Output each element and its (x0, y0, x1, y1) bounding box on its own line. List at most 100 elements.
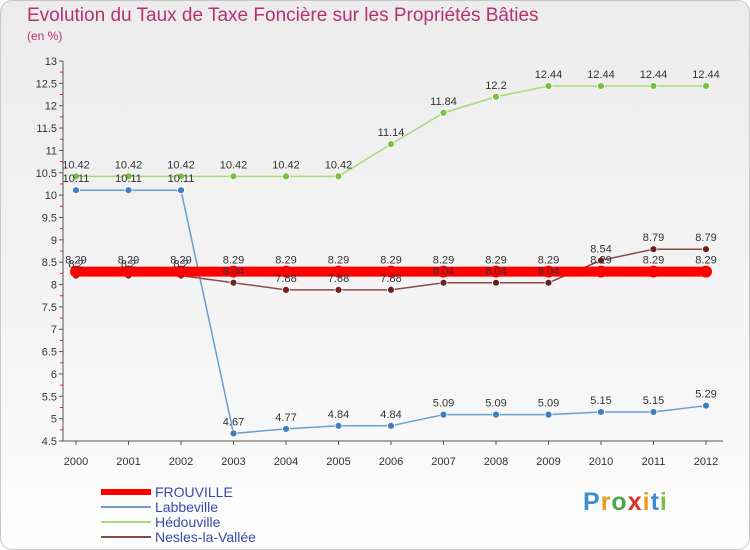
y-tick-label: 13 (45, 56, 57, 68)
point-labbeville (702, 401, 710, 410)
point-h-douville (597, 82, 605, 90)
data-label-frouville: 8.29 (643, 255, 664, 267)
data-label-labbeville: 5.09 (485, 398, 506, 410)
y-tick-label: 9.5 (42, 212, 57, 224)
point-h-douville (282, 172, 290, 181)
legend-label: FROUVILLE (155, 484, 233, 500)
data-label-h-douville: 10.42 (62, 159, 90, 171)
x-tick-label: 2005 (326, 456, 350, 468)
y-tick-label: 5.5 (42, 391, 57, 403)
point-h-douville (702, 82, 710, 90)
point-labbeville (334, 421, 343, 430)
data-labels: 10.11 10.11 10.11 4.67 4.77 4.84 4.84 5.09 5.09 5… (62, 69, 720, 428)
legend-swatch (101, 489, 151, 495)
logo-letter: x (627, 488, 643, 516)
point-labbeville (229, 429, 238, 438)
y-tick-label: 9 (51, 235, 57, 247)
x-tick-label: 2009 (536, 456, 560, 468)
data-label-labbeville: 10.11 (63, 173, 90, 185)
data-label-h-douville: 12.44 (535, 69, 563, 81)
point-h-douville (492, 92, 500, 101)
x-tick-label: 2001 (116, 456, 140, 468)
point-frouville (175, 265, 187, 278)
point-nesles-la-vall-e (492, 278, 500, 287)
logo-letter: r (600, 488, 612, 516)
legend-swatch (101, 536, 151, 538)
point-labbeville (177, 186, 185, 195)
data-label-h-douville: 10.42 (272, 159, 300, 171)
data-label-nesles-la-vall-e: 7.88 (380, 273, 401, 285)
data-label-frouville: 8.29 (695, 255, 716, 267)
y-tick-label: 6 (51, 369, 57, 381)
y-tick-label: 7 (51, 324, 57, 336)
point-frouville (595, 265, 607, 278)
point-frouville (700, 265, 712, 278)
point-nesles-la-vall-e (229, 278, 238, 287)
point-frouville (332, 265, 345, 278)
y-tick-label: 12.5 (36, 78, 57, 90)
data-label-labbeville: 5.29 (695, 389, 716, 401)
point-nesles-la-vall-e (387, 285, 395, 294)
data-label-labbeville: 4.67 (223, 416, 244, 428)
data-label-h-douville: 12.44 (587, 69, 615, 81)
point-nesles-la-vall-e (597, 256, 605, 265)
data-label-h-douville: 12.44 (640, 69, 668, 81)
point-labbeville (72, 186, 80, 195)
data-label-nesles-la-vall-e: 8.2 (173, 259, 188, 271)
data-label-nesles-la-vall-e: 8.2 (68, 259, 83, 271)
unit-label: (en %) (27, 29, 63, 43)
data-label-frouville: 8.29 (170, 255, 191, 267)
y-tick-label: 4.5 (42, 436, 57, 448)
point-labbeville (649, 408, 658, 416)
y-tick-label: 11.5 (36, 123, 57, 135)
data-label-labbeville: 4.84 (328, 409, 349, 421)
x-tick-label: 2000 (64, 456, 88, 468)
y-tick-label: 8 (51, 280, 57, 292)
x-tick-label: 2011 (642, 456, 666, 468)
point-frouville (385, 265, 397, 278)
point-frouville (647, 265, 660, 278)
x-tick-label: 2006 (379, 456, 403, 468)
data-label-h-douville: 10.42 (167, 159, 195, 171)
point-nesles-la-vall-e (334, 285, 343, 294)
data-label-labbeville: 4.84 (380, 409, 401, 421)
data-label-frouville: 8.29 (590, 255, 611, 267)
point-h-douville (229, 172, 238, 181)
legend-label: Hédouville (155, 514, 221, 530)
data-label-h-douville: 12.44 (692, 69, 720, 81)
point-labbeville (492, 410, 500, 419)
point-h-douville (334, 172, 343, 181)
data-label-nesles-la-vall-e: 8.04 (538, 266, 559, 278)
point-frouville (122, 265, 135, 278)
series-lines (70, 82, 712, 438)
y-tick-label: 6.5 (42, 347, 57, 359)
data-label-labbeville: 4.77 (275, 412, 296, 424)
data-label-frouville: 8.29 (65, 255, 86, 267)
data-label-frouville: 8.29 (223, 255, 244, 267)
data-label-nesles-la-vall-e: 8.04 (485, 266, 506, 278)
data-label-h-douville: 10.42 (220, 159, 248, 171)
point-labbeville (439, 410, 448, 419)
data-label-frouville: 8.29 (275, 255, 296, 267)
logo-letter: i (659, 488, 668, 516)
legend-label: Nesles-la-Vallée (155, 529, 256, 545)
y-tick-label: 8.5 (42, 257, 57, 269)
data-label-h-douville: 11.14 (378, 127, 405, 139)
x-tick-label: 2010 (589, 456, 613, 468)
point-frouville (70, 265, 82, 278)
data-label-frouville: 8.29 (538, 255, 559, 267)
data-label-h-douville: 10.42 (325, 159, 353, 171)
x-tick-label: 2012 (694, 456, 718, 468)
point-labbeville (544, 410, 553, 419)
point-labbeville (597, 408, 605, 416)
point-h-douville (124, 172, 133, 181)
data-label-frouville: 8.29 (118, 255, 139, 267)
legend-swatch (101, 506, 151, 508)
point-h-douville (72, 172, 80, 181)
x-tick-label: 2008 (484, 456, 508, 468)
data-label-labbeville: 10.11 (168, 173, 195, 185)
point-labbeville (387, 421, 395, 430)
point-nesles-la-vall-e (649, 245, 658, 254)
point-frouville (437, 265, 450, 278)
axes: 4.5 5 5.5 6 6.5 7 7.5 8 8.5 9 9.5 10 10.5 11 11.5 12 12.… (36, 56, 723, 468)
